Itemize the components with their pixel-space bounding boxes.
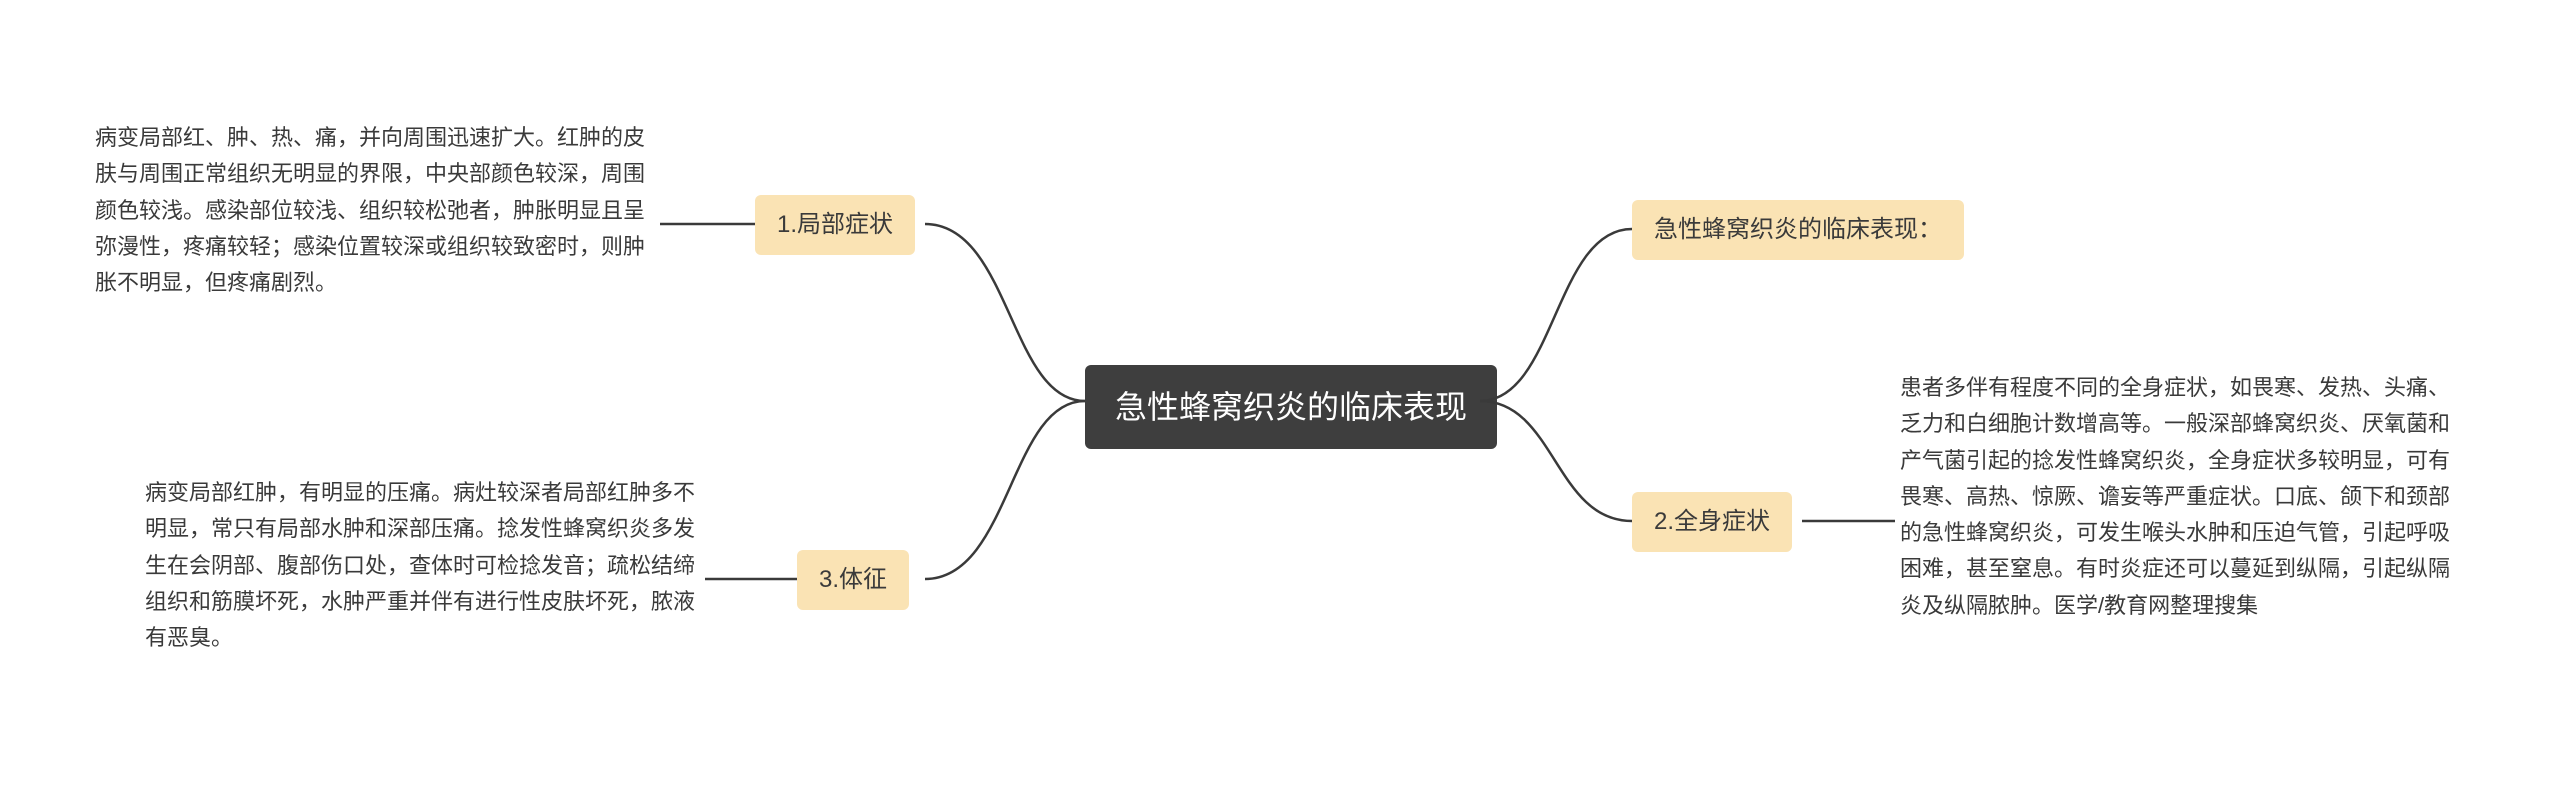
- branch-right-bottom: 2.全身症状: [1632, 492, 1792, 552]
- connector-left-bottom: [925, 401, 1085, 579]
- desc-left-bottom: 病变局部红肿，有明显的压痛。病灶较深者局部红肿多不明显，常只有局部水肿和深部压痛…: [145, 475, 700, 656]
- desc-right-bottom: 患者多伴有程度不同的全身症状，如畏寒、发热、头痛、乏力和白细胞计数增高等。一般深…: [1900, 370, 2465, 624]
- center-node: 急性蜂窝织炎的临床表现: [1085, 365, 1497, 449]
- connector-left-top: [925, 224, 1085, 401]
- branch-left-top: 1.局部症状: [755, 195, 915, 255]
- branch-right-top: 急性蜂窝织炎的临床表现：: [1632, 200, 1964, 260]
- connector-right-top: [1480, 229, 1632, 401]
- desc-left-top: 病变局部红、肿、热、痛，并向周围迅速扩大。红肿的皮肤与周围正常组织无明显的界限，…: [95, 120, 655, 301]
- connector-right-bottom: [1480, 401, 1632, 521]
- branch-left-bottom: 3.体征: [797, 550, 909, 610]
